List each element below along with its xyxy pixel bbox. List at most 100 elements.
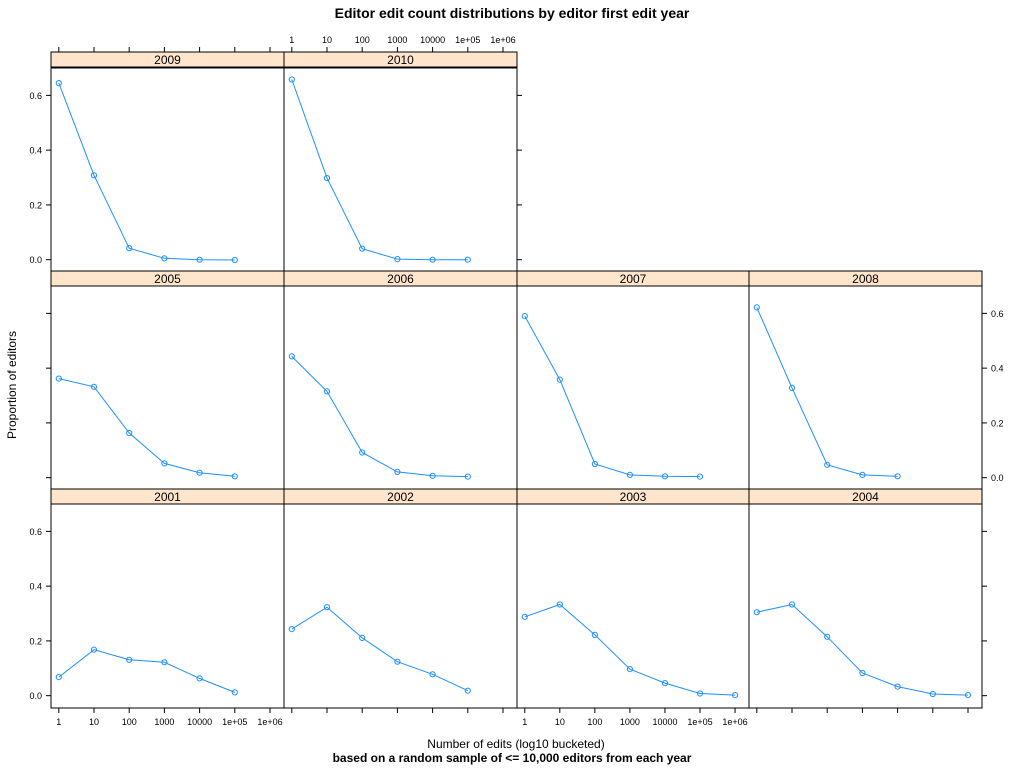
data-point — [929, 690, 936, 698]
data-point — [859, 669, 866, 677]
data-point — [161, 460, 168, 467]
y-tick-label: 0.2 — [991, 418, 1004, 428]
data-point — [196, 256, 203, 263]
data-point — [196, 675, 203, 682]
data-point — [464, 473, 471, 480]
data-point — [521, 613, 528, 620]
panel-strip-label: 2002 — [387, 490, 414, 504]
y-axis-label: Proportion of editors — [5, 331, 19, 439]
data-point — [288, 76, 295, 83]
panel-strip — [283, 51, 518, 68]
data-point — [394, 658, 401, 665]
y-tick-label: 0.6 — [29, 527, 42, 537]
series-line — [291, 356, 468, 478]
y-tick-label: 0.0 — [29, 255, 42, 265]
data-point — [231, 473, 238, 480]
data-point — [824, 633, 831, 640]
data-point — [90, 646, 98, 653]
x-tick-label: 10 — [555, 717, 565, 727]
series-line — [524, 315, 701, 478]
data-point — [788, 601, 796, 608]
data-point — [753, 609, 760, 616]
data-point — [626, 666, 634, 673]
data-point — [161, 255, 168, 262]
x-tick-label: 1e+06 — [722, 717, 747, 727]
panel-frame — [283, 503, 518, 709]
x-tick-label: 1 — [289, 35, 294, 45]
data-point — [161, 659, 168, 666]
data-point — [429, 671, 436, 678]
data-point — [429, 472, 436, 479]
data-point — [126, 429, 133, 437]
data-point — [126, 245, 133, 252]
data-point — [661, 473, 669, 480]
data-point — [964, 692, 972, 699]
data-point — [429, 256, 436, 263]
series-line — [291, 606, 469, 692]
y-tick-label: 0.6 — [991, 309, 1004, 319]
panel-strip-label: 2003 — [620, 490, 647, 504]
data-point — [521, 313, 528, 320]
panel-frame — [748, 503, 983, 709]
panel-frame — [283, 285, 518, 491]
y-tick-label: 0.4 — [29, 146, 42, 156]
data-point — [732, 692, 739, 699]
panel-frame — [283, 67, 518, 273]
series-line — [58, 378, 235, 477]
data-point — [394, 256, 401, 263]
x-tick-label: 10 — [89, 717, 99, 727]
x-tick-label: 100 — [587, 717, 602, 727]
panel-strip-label: 2005 — [154, 272, 181, 286]
x-tick-label: 1000 — [620, 717, 640, 727]
y-tick-label: 0.6 — [29, 91, 42, 101]
x-tick-label: 1e+06 — [490, 35, 515, 45]
data-point — [824, 461, 831, 468]
series-line — [58, 82, 235, 261]
panel-frame — [516, 285, 750, 491]
y-tick-label: 0.0 — [991, 473, 1004, 483]
data-point — [359, 449, 366, 456]
x-tick-label: 10000 — [187, 717, 212, 727]
data-point — [894, 473, 901, 480]
x-tick-label: 1e+06 — [257, 717, 282, 727]
data-point — [894, 683, 901, 690]
data-point — [359, 634, 366, 642]
x-tick-label: 1e+05 — [222, 717, 247, 727]
data-point — [55, 80, 62, 87]
data-point — [464, 687, 471, 694]
series-line — [291, 79, 468, 261]
y-tick-label: 0.4 — [991, 364, 1004, 374]
data-point — [323, 388, 331, 395]
y-tick-label: 0.2 — [29, 636, 42, 646]
panel-strip-label: 2007 — [620, 272, 647, 286]
x-tick-label: 1 — [522, 717, 527, 727]
series-line — [756, 307, 898, 477]
x-axis-label: Number of edits (log10 bucketed) — [427, 737, 604, 751]
chart-title: Editor edit count distributions by edito… — [335, 5, 690, 21]
data-point — [661, 680, 669, 687]
y-tick-label: 0.2 — [29, 200, 42, 210]
data-point — [90, 383, 98, 390]
y-tick-label: 0.4 — [29, 582, 42, 592]
panel-frame — [748, 285, 983, 491]
data-point — [626, 471, 634, 478]
panel-frame — [50, 285, 285, 491]
panel-strip-label: 2008 — [852, 272, 879, 286]
data-point — [359, 245, 366, 252]
y-tick-label: 0.0 — [29, 691, 42, 701]
panel-strip-label: 2006 — [387, 272, 414, 286]
x-tick-label: 100 — [355, 35, 370, 45]
series-line — [524, 603, 736, 696]
data-point — [753, 304, 760, 311]
data-point — [231, 689, 238, 696]
x-tick-label: 1000 — [154, 717, 174, 727]
x-tick-label: 10 — [322, 35, 332, 45]
panel-frame — [50, 503, 285, 709]
panel-strip-label: 2001 — [154, 490, 181, 504]
data-point — [556, 376, 563, 383]
data-point — [55, 375, 62, 382]
panel-strip-label: 2009 — [154, 53, 181, 67]
data-point — [288, 626, 295, 633]
